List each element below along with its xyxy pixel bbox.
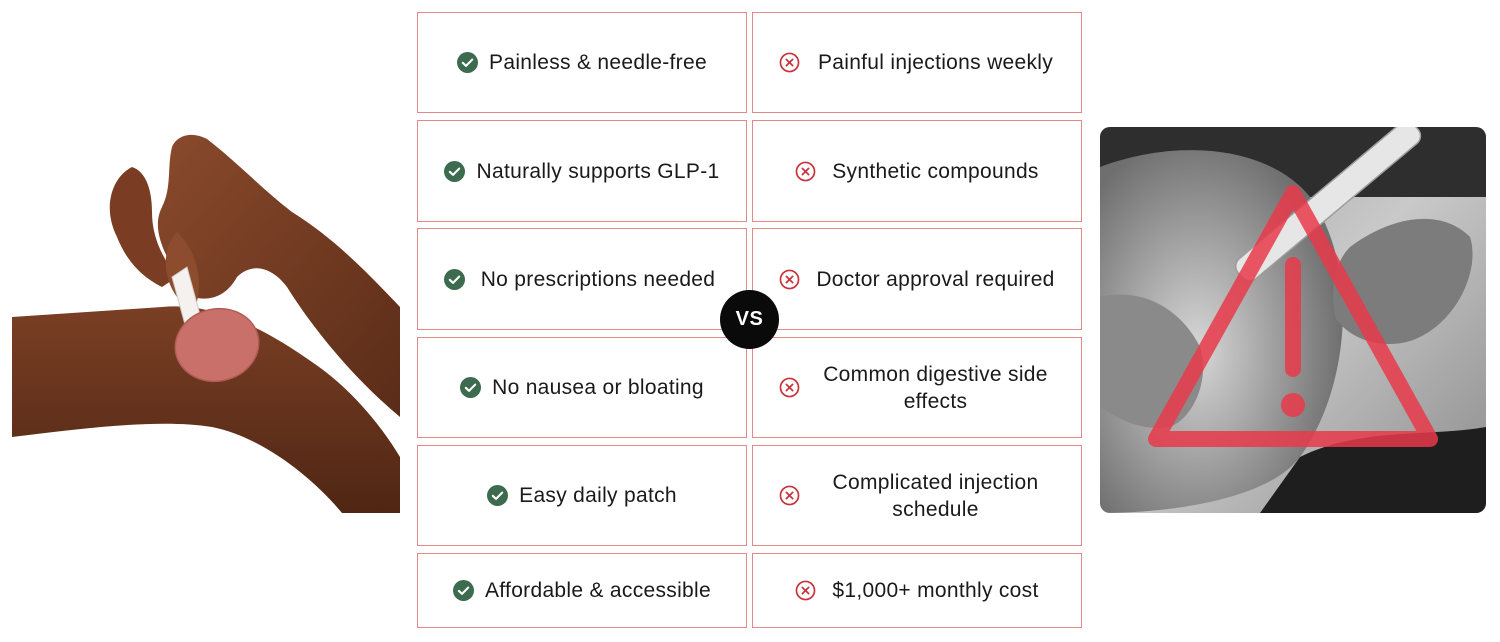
hand-applying-patch-photo: [12, 134, 400, 513]
con-cell-cost: $1,000+ monthly cost: [752, 553, 1082, 628]
con-label: Painful injections weekly: [817, 51, 1054, 74]
check-circle-icon: [460, 377, 482, 398]
pro-cell-affordable: Affordable & accessible: [417, 553, 747, 628]
check-circle-icon: [457, 52, 479, 73]
vs-badge: VS: [720, 290, 779, 349]
injection-photo-graphic: [1100, 127, 1486, 513]
check-circle-icon: [487, 485, 509, 506]
pro-cell-no-nausea: No nausea or bloating: [417, 337, 747, 438]
con-cell-digestive: Common digestive side effects: [752, 337, 1082, 438]
pro-label: No nausea or bloating: [492, 376, 704, 399]
pro-label: Painless & needle-free: [489, 51, 707, 74]
con-cell-schedule: Complicated injection schedule: [752, 445, 1082, 546]
x-circle-icon: [779, 485, 800, 506]
pro-label: Naturally supports GLP-1: [476, 159, 720, 183]
con-cell-injections: Painful injections weekly: [752, 12, 1082, 113]
pro-label: No prescriptions needed: [480, 267, 716, 291]
con-label: Common digestive side effects: [823, 362, 1048, 413]
pro-cell-daily-patch: Easy daily patch: [417, 445, 747, 546]
con-label: Complicated injection schedule: [832, 470, 1039, 521]
x-circle-icon: [796, 580, 816, 601]
pro-cell-no-prescriptions: No prescriptions needed: [417, 228, 747, 330]
pro-label: Easy daily patch: [519, 484, 677, 507]
x-circle-icon: [795, 161, 816, 181]
injection-pen-with-warning-photo: [1100, 127, 1486, 513]
con-cell-synthetic: Synthetic compounds: [752, 120, 1082, 222]
con-cell-doctor-approval: Doctor approval required: [752, 228, 1082, 330]
x-circle-icon: [779, 269, 800, 289]
pro-cell-painless: Painless & needle-free: [417, 12, 747, 113]
check-circle-icon: [453, 580, 474, 601]
pro-cell-glp1: Naturally supports GLP-1: [417, 120, 747, 222]
check-circle-icon: [444, 268, 465, 290]
con-label: Doctor approval required: [816, 267, 1055, 291]
x-circle-icon: [779, 52, 800, 73]
con-label: Synthetic compounds: [832, 159, 1039, 183]
check-circle-icon: [444, 160, 465, 182]
pro-label: Affordable & accessible: [485, 579, 711, 602]
x-circle-icon: [779, 377, 800, 398]
con-label: $1,000+ monthly cost: [832, 579, 1039, 602]
